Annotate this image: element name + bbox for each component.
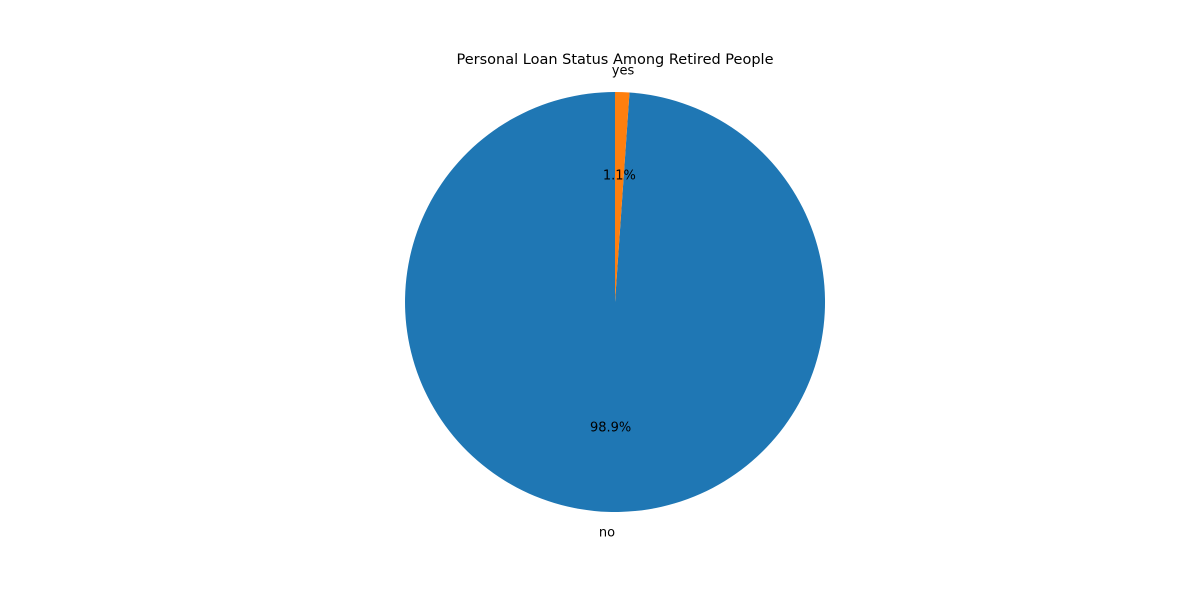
slice-label-yes: yes: [612, 64, 635, 79]
slice-label-no: no: [599, 525, 615, 540]
pie-labels: no 98.9% yes 1.1%: [590, 64, 636, 541]
pie-slices: [405, 92, 826, 512]
pie-slice-yes: [615, 92, 630, 302]
chart-title: Personal Loan Status Among Retired Peopl…: [457, 52, 774, 68]
pie-slice-no: [405, 92, 826, 512]
slice-percent-yes: 1.1%: [603, 169, 636, 184]
slice-percent-no: 98.9%: [590, 420, 631, 435]
